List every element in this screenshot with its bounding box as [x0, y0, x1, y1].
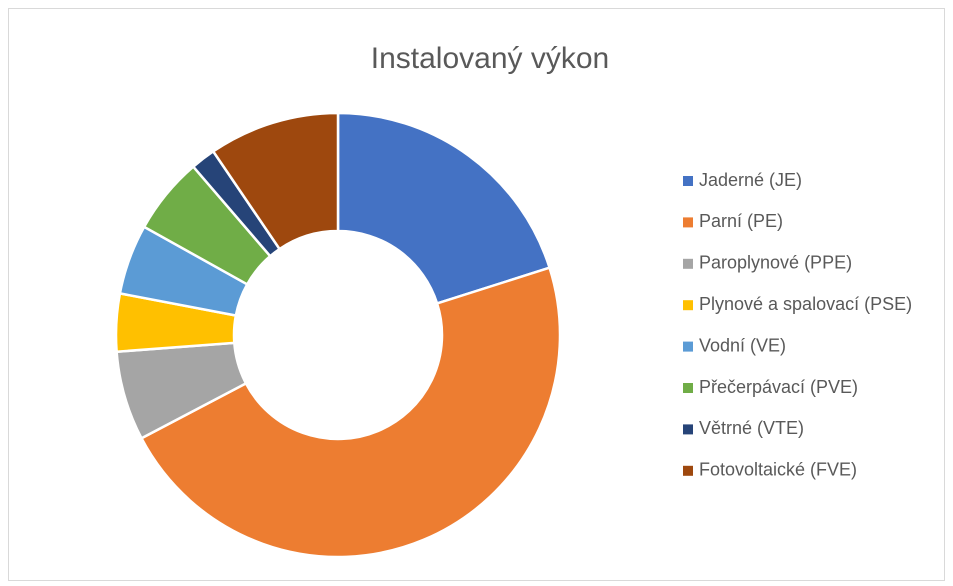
legend-label: Jaderné (JE) [699, 170, 802, 190]
legend-label: Větrné (VTE) [699, 418, 804, 438]
legend-label: Parní (PE) [699, 211, 783, 231]
legend-label: Vodní (VE) [699, 335, 786, 355]
legend-label: Plynové a spalovací (PSE) [699, 294, 912, 314]
legend-swatch [683, 258, 693, 269]
legend-swatch [683, 176, 693, 186]
legend-swatch [683, 383, 693, 393]
legend-swatch [683, 424, 693, 435]
legend-swatch [683, 217, 693, 228]
legend-swatch [683, 465, 693, 476]
donut-slice [336, 111, 552, 306]
legend-swatch [683, 341, 693, 352]
legend-swatch [683, 300, 693, 311]
donut-slice [211, 111, 340, 251]
legend-label: Fotovoltaické (FVE) [699, 460, 857, 480]
legend-label: Přečerpávací (PVE) [699, 377, 858, 397]
donut-slice [139, 266, 562, 559]
legend-label: Paroplynové (PPE) [699, 253, 852, 273]
chart-title: Instalovaný výkon [371, 42, 609, 75]
